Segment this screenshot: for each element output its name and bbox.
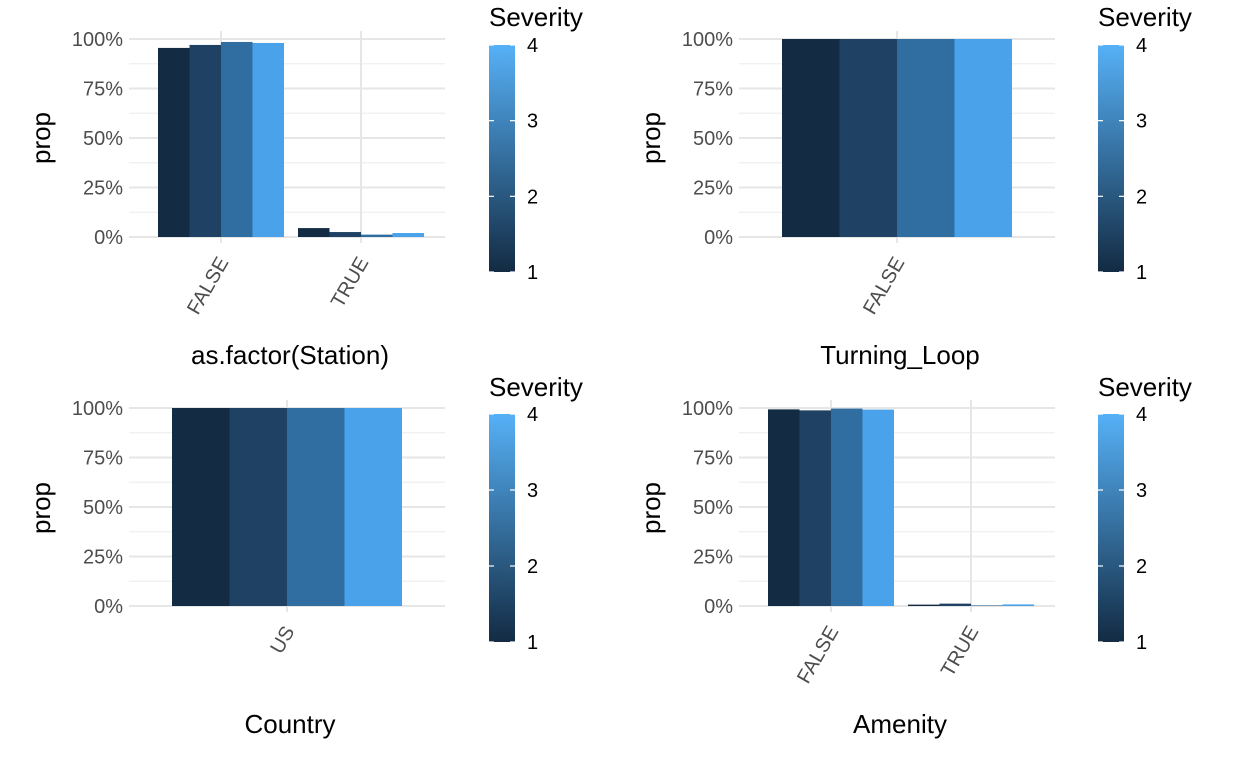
panel-4-x-axis-title: Amenity bbox=[853, 709, 947, 739]
y-tick-label: 75% bbox=[83, 79, 123, 101]
bar-false-severity-4 bbox=[252, 42, 284, 238]
panel-3-legend-title: Severity bbox=[489, 372, 583, 402]
bar-false-severity-3 bbox=[831, 408, 863, 606]
panel-1-legend-title: Severity bbox=[489, 2, 583, 32]
y-tick-label: 50% bbox=[693, 128, 733, 150]
bar-false-severity-4 bbox=[954, 39, 1012, 237]
legend-label: 1 bbox=[527, 262, 538, 284]
bar-us-severity-2 bbox=[229, 408, 287, 606]
bar-false-severity-4 bbox=[862, 409, 894, 606]
bar-true-severity-3 bbox=[361, 234, 393, 237]
x-tick-label: TRUE bbox=[327, 254, 373, 312]
legend-label: 1 bbox=[1136, 262, 1147, 284]
bar-false-severity-2 bbox=[799, 410, 831, 606]
legend-label: 2 bbox=[1136, 186, 1147, 208]
x-tick-label: TRUE bbox=[937, 623, 983, 681]
legend-label: 4 bbox=[527, 404, 538, 426]
panel-3: 0% 25% 50% 75% 100% US prop Country Severity… bbox=[26, 372, 583, 739]
bar-false-severity-3 bbox=[897, 39, 955, 237]
panel-2: 0%25%50%75%100% FALSE prop Turning_Loop … bbox=[636, 2, 1192, 370]
x-tick-label: FALSE bbox=[859, 254, 909, 319]
legend-label: 2 bbox=[1136, 556, 1147, 578]
panel-2-x-axis-title: Turning_Loop bbox=[820, 340, 980, 370]
y-tick-label: 25% bbox=[83, 178, 123, 200]
y-tick-label: 25% bbox=[693, 178, 733, 200]
y-tick-label: 50% bbox=[83, 128, 123, 150]
legend-label: 1 bbox=[527, 632, 538, 654]
y-tick-label: 100% bbox=[72, 398, 123, 420]
legend-label: 3 bbox=[1136, 480, 1147, 502]
bar-true-severity-2 bbox=[939, 603, 971, 606]
bar-true-severity-4 bbox=[392, 233, 424, 237]
legend-colorbar bbox=[489, 414, 515, 642]
bar-us-severity-3 bbox=[287, 408, 345, 606]
legend-colorbar bbox=[489, 45, 515, 272]
bar-us-severity-1 bbox=[172, 408, 230, 606]
y-tick-label: 75% bbox=[83, 448, 123, 470]
legend-label: 3 bbox=[527, 480, 538, 502]
legend-label: 2 bbox=[527, 186, 538, 208]
bar-true-severity-2 bbox=[329, 232, 361, 237]
panel-4-y-axis-title: prop bbox=[636, 482, 666, 534]
legend-label: 2 bbox=[527, 556, 538, 578]
legend-colorbar bbox=[1098, 414, 1124, 642]
legend-label: 3 bbox=[527, 111, 538, 133]
y-tick-label: 50% bbox=[693, 497, 733, 519]
panel-4: 0% 25% 50% 75% 100% FALSE TRUE prop Amenity S… bbox=[636, 372, 1192, 739]
y-tick-label: 0% bbox=[704, 596, 733, 618]
panel-1-x-axis-title: as.factor(Station) bbox=[191, 340, 389, 370]
bar-false-severity-3 bbox=[221, 41, 253, 237]
legend-label: 1 bbox=[1136, 632, 1147, 654]
bar-true-severity-4 bbox=[1002, 604, 1034, 606]
y-tick-label: 100% bbox=[682, 398, 733, 420]
y-tick-label: 0% bbox=[94, 596, 123, 618]
panel-2-legend-title: Severity bbox=[1098, 2, 1192, 32]
panel-4-legend-title: Severity bbox=[1098, 372, 1192, 402]
panel-3-x-axis-title: Country bbox=[244, 709, 335, 739]
panel-1-y-axis-title: prop bbox=[26, 112, 56, 164]
bar-false-severity-1 bbox=[158, 47, 190, 237]
legend-label: 4 bbox=[1136, 35, 1147, 57]
bar-false-severity-1 bbox=[768, 409, 800, 606]
x-tick-label: FALSE bbox=[183, 254, 233, 319]
x-tick-label: FALSE bbox=[793, 623, 843, 688]
y-tick-label: 0% bbox=[704, 227, 733, 249]
y-tick-label: 75% bbox=[693, 448, 733, 470]
y-tick-label: 50% bbox=[83, 497, 123, 519]
legend-label: 4 bbox=[1136, 404, 1147, 426]
y-tick-label: 0% bbox=[94, 227, 123, 249]
bar-false-severity-2 bbox=[189, 44, 221, 237]
y-tick-label: 25% bbox=[693, 547, 733, 569]
bar-us-severity-4 bbox=[344, 408, 402, 606]
legend-label: 3 bbox=[1136, 111, 1147, 133]
legend-colorbar bbox=[1098, 45, 1124, 272]
y-tick-label: 100% bbox=[682, 29, 733, 51]
y-tick-label: 25% bbox=[83, 547, 123, 569]
bar-true-severity-1 bbox=[298, 228, 330, 237]
panel-3-y-axis-title: prop bbox=[26, 482, 56, 534]
x-tick-label: US bbox=[266, 623, 299, 658]
legend-label: 4 bbox=[527, 35, 538, 57]
panel-2-y-axis-title: prop bbox=[636, 112, 666, 164]
bar-false-severity-2 bbox=[839, 39, 897, 237]
y-tick-label: 100% bbox=[72, 29, 123, 51]
bar-false-severity-1 bbox=[782, 39, 840, 237]
panel-1: 0% 25% 50% 75% 100% FALSE TRUE prop as.factor… bbox=[26, 2, 583, 370]
y-tick-label: 75% bbox=[693, 79, 733, 101]
bar-true-severity-3 bbox=[971, 605, 1003, 606]
bar-true-severity-1 bbox=[908, 604, 940, 606]
